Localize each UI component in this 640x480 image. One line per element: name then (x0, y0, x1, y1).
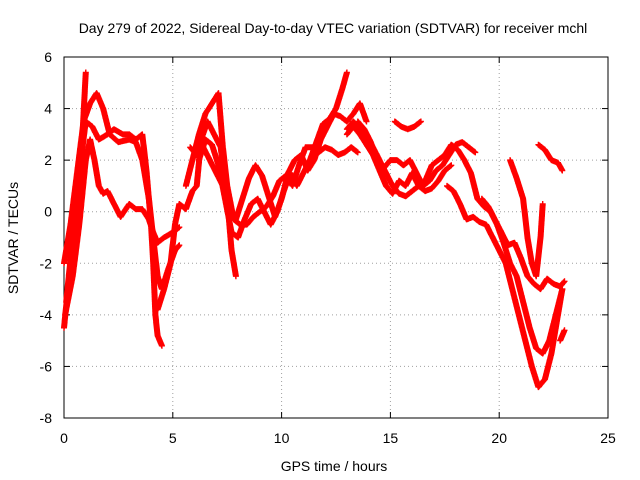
x-tick-label: 10 (274, 430, 290, 446)
y-tick-label: -4 (40, 307, 53, 323)
series-14 (507, 157, 546, 280)
series-marker-trail (354, 118, 479, 189)
series-marker-trail (444, 182, 566, 391)
x-tick-label: 15 (383, 430, 399, 446)
y-tick-label: -2 (40, 255, 53, 271)
y-tick-label: -8 (40, 410, 53, 426)
x-tick-label: 5 (169, 430, 177, 446)
x-tick-label: 25 (600, 430, 616, 446)
x-tick-labels: 0 5 10 15 20 25 (60, 430, 616, 446)
y-tick-labels: -8 -6 -4 -2 0 2 4 6 (40, 49, 53, 426)
series-marker-trail (507, 157, 546, 280)
data-points (61, 69, 568, 391)
y-tick-label: 6 (44, 49, 52, 65)
series-10 (354, 118, 479, 189)
x-tick-label: 20 (491, 430, 507, 446)
y-tick-label: -6 (40, 358, 53, 374)
chart-title: Day 279 of 2022, Sidereal Day-to-day VTE… (79, 20, 588, 36)
series-16 (557, 327, 568, 344)
series-marker-trail (62, 136, 183, 318)
series-7 (195, 69, 350, 241)
series-3 (62, 136, 183, 318)
series-13 (478, 195, 568, 293)
series-11 (391, 118, 424, 133)
series-marker-trail (195, 69, 350, 241)
y-tick-label: 0 (44, 204, 52, 220)
x-tick-label: 0 (60, 430, 68, 446)
series-15 (535, 141, 566, 174)
x-axis-label: GPS time / hours (281, 458, 388, 474)
plot-frame (63, 56, 609, 419)
series-marker-trail (391, 118, 424, 133)
series-marker-trail (478, 195, 568, 293)
y-tick-label: 2 (44, 152, 52, 168)
y-tick-label: 4 (44, 101, 52, 117)
series-12 (444, 182, 566, 391)
series-marker-trail (535, 141, 566, 174)
y-axis-label: SDTVAR / TECUs (5, 182, 21, 294)
series-marker-trail (557, 327, 568, 344)
